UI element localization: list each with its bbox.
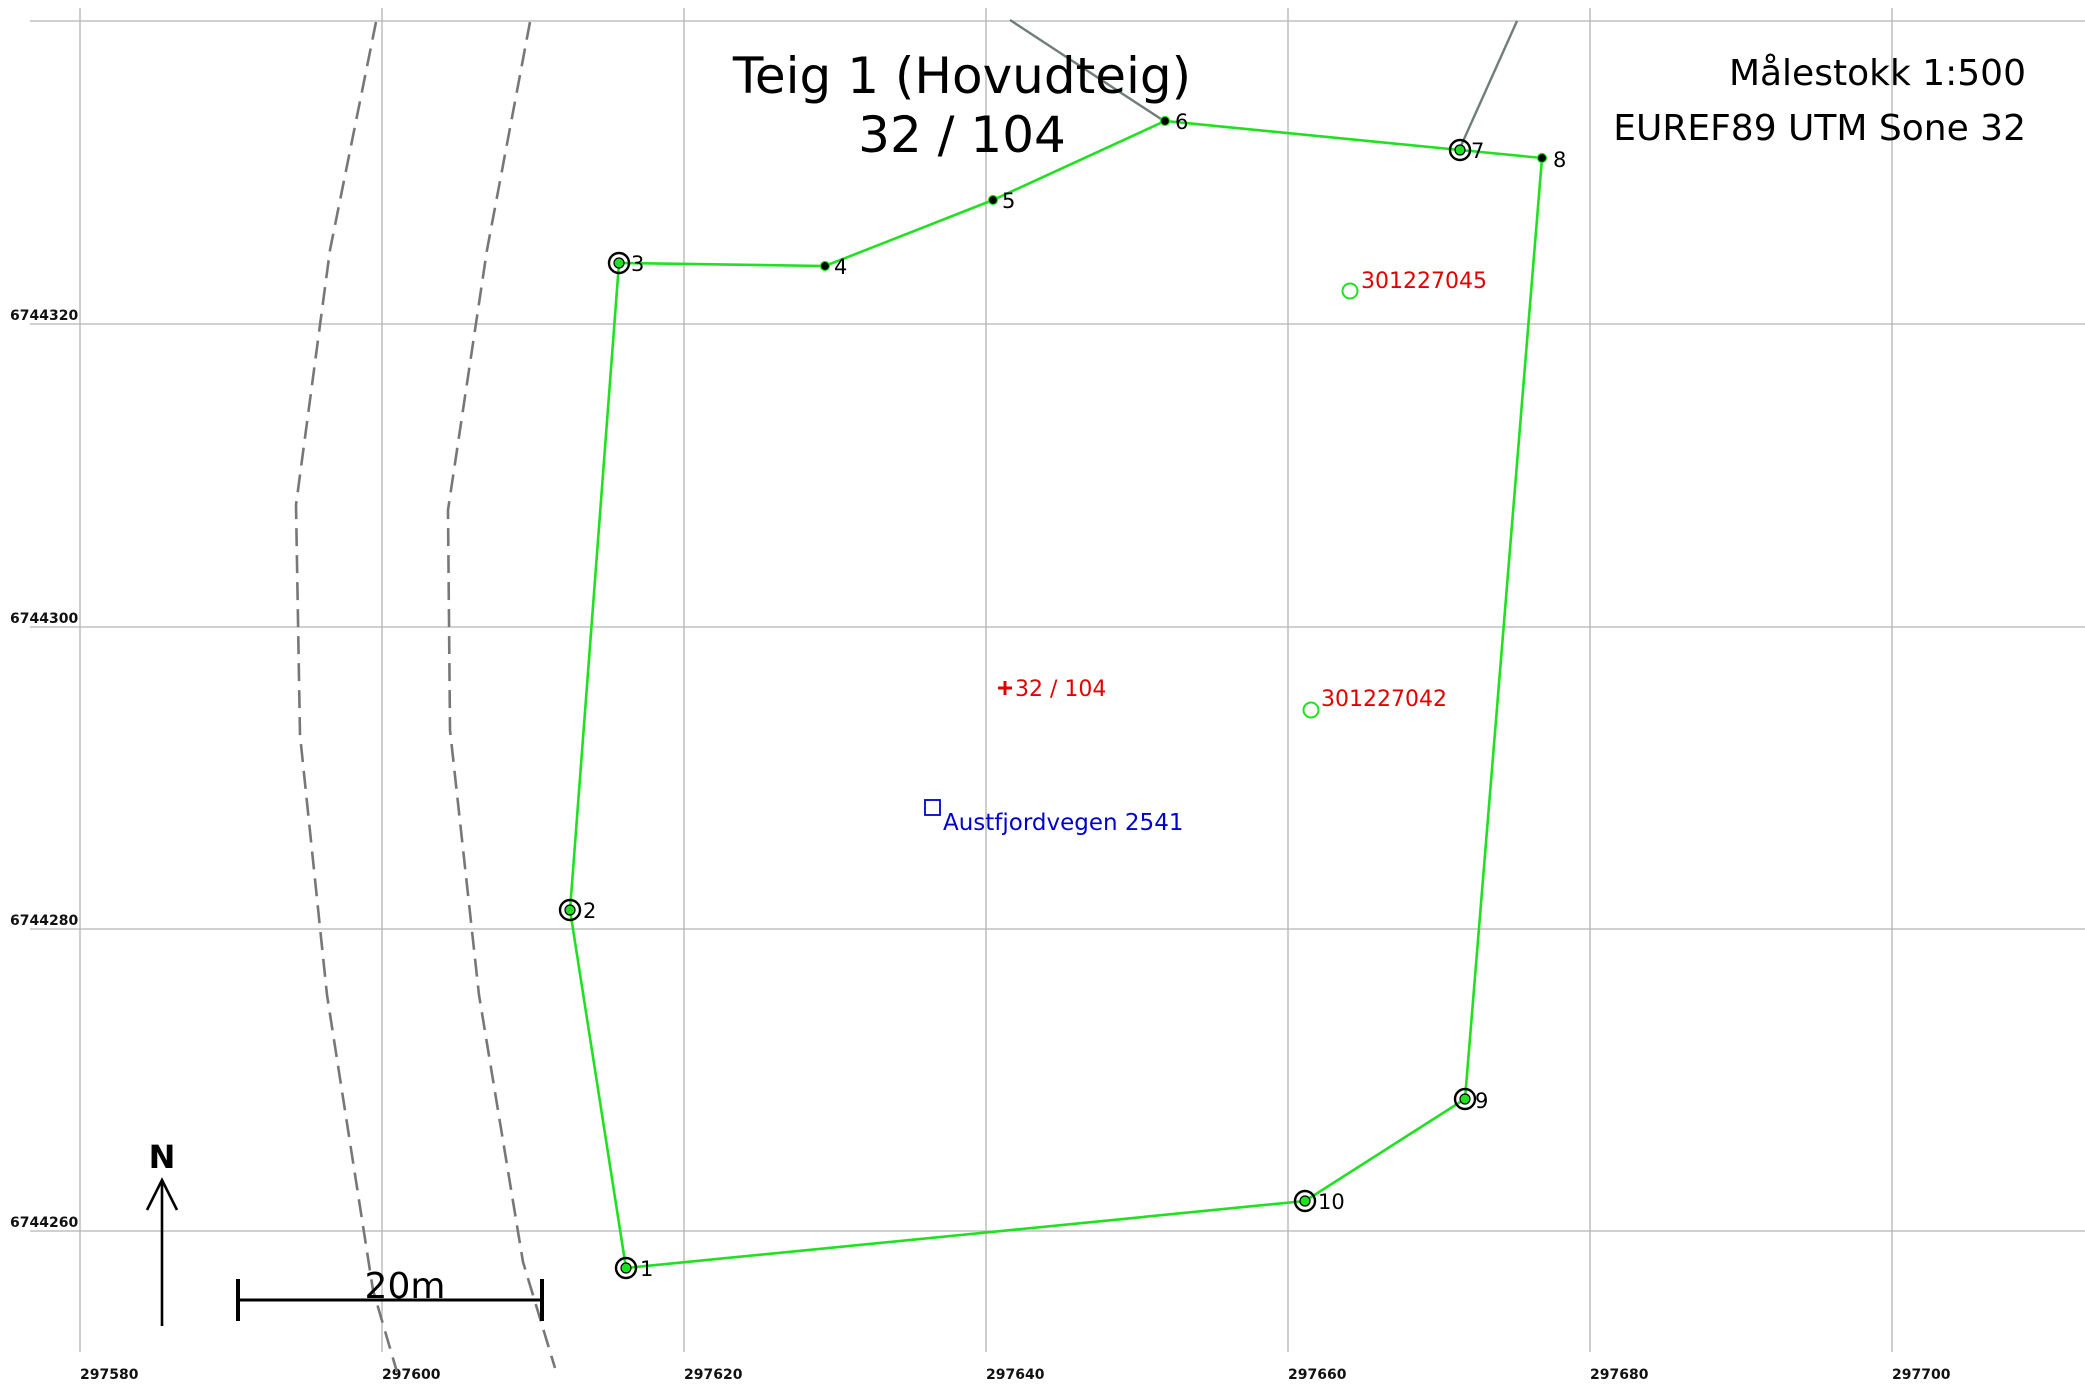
point-marker-icon xyxy=(987,194,999,206)
boundary-point-5: 5 xyxy=(987,189,1015,213)
point-marker-icon xyxy=(1459,1093,1471,1105)
x-label-297580: 297580 xyxy=(80,1367,139,1383)
north-arrow-icon xyxy=(145,1177,179,1326)
boundary-point-label: 10 xyxy=(1318,1190,1345,1214)
title-line-2: 32 / 104 xyxy=(858,106,1066,164)
road-edge-east xyxy=(446,21,557,1369)
x-label-297620: 297620 xyxy=(684,1367,743,1383)
building-point-icon xyxy=(1302,701,1320,719)
building-301227042: 301227042 xyxy=(1302,687,1447,719)
boundary-point-2: 2 xyxy=(558,898,596,923)
boundary-points: 1 2 3 4 5 6 xyxy=(558,110,1566,1281)
boundary-point-label: 1 xyxy=(640,1257,653,1281)
boundary-point-label: 9 xyxy=(1475,1089,1488,1113)
building-label: 301227045 xyxy=(1361,269,1487,294)
x-label-297600: 297600 xyxy=(382,1367,441,1383)
address-square-icon xyxy=(924,799,941,816)
y-axis-labels: 6744320 6744300 6744280 6744260 xyxy=(10,308,78,1231)
scale-ratio: Målestokk 1:500 xyxy=(1729,53,2026,94)
boundary-point-3: 3 xyxy=(607,251,644,276)
point-marker-icon xyxy=(620,1262,632,1274)
boundary-point-label: 4 xyxy=(834,255,847,279)
parcel-id-label: 32 / 104 xyxy=(1015,677,1106,702)
boundary-point-label: 2 xyxy=(583,899,596,923)
boundary-point-9: 9 xyxy=(1453,1087,1488,1113)
point-marker-icon xyxy=(564,904,576,916)
scale-bar-label: 20m xyxy=(365,1266,446,1307)
coordinate-system: EUREF89 UTM Sone 32 xyxy=(1613,108,2026,149)
point-marker-icon xyxy=(1536,152,1548,164)
x-label-297640: 297640 xyxy=(986,1367,1045,1383)
boundary-point-label: 5 xyxy=(1002,189,1015,213)
north-label: N xyxy=(149,1138,176,1176)
grid xyxy=(30,8,2085,1352)
point-marker-icon xyxy=(613,257,625,269)
north-arrow: N xyxy=(145,1138,179,1326)
boundary-point-10: 10 xyxy=(1293,1189,1345,1214)
monument-marker-icon xyxy=(1293,1189,1317,1213)
address-label: Austfjordvegen 2541 xyxy=(943,810,1183,836)
x-label-297700: 297700 xyxy=(1892,1367,1951,1383)
point-marker-icon xyxy=(1299,1195,1311,1207)
boundary-point-6: 6 xyxy=(1159,110,1188,134)
title-line-1: Teig 1 (Hovudteig) xyxy=(732,47,1191,105)
boundary-point-label: 7 xyxy=(1471,139,1484,163)
line-feature-north-east xyxy=(1458,20,1519,149)
point-marker-icon xyxy=(819,260,831,272)
map-title: Teig 1 (Hovudteig) 32 / 104 xyxy=(732,47,1191,164)
address: Austfjordvegen 2541 xyxy=(924,799,1183,836)
road-edge-west xyxy=(294,21,399,1373)
boundary-point-7: 7 xyxy=(1448,138,1484,163)
y-label-6744260: 6744260 xyxy=(10,1215,78,1231)
monument-marker-icon xyxy=(558,898,582,922)
boundary-point-8: 8 xyxy=(1536,148,1566,172)
boundary-point-4: 4 xyxy=(819,255,847,279)
point-marker-icon xyxy=(1454,144,1466,156)
parcel-id: 32 / 104 xyxy=(998,677,1106,702)
point-marker-icon xyxy=(1159,115,1171,127)
scale-bar: 20m xyxy=(236,1266,544,1321)
road xyxy=(294,21,557,1373)
line-feature-north-west xyxy=(1009,18,1165,123)
y-label-6744280: 6744280 xyxy=(10,913,78,929)
y-label-6744320: 6744320 xyxy=(10,308,78,324)
map-info: Målestokk 1:500 EUREF89 UTM Sone 32 xyxy=(1613,53,2026,149)
monument-marker-icon xyxy=(607,251,631,275)
boundary-point-1: 1 xyxy=(614,1256,653,1281)
monument-marker-icon xyxy=(1448,138,1472,162)
plus-icon xyxy=(998,681,1012,695)
boundary-point-label: 8 xyxy=(1553,148,1566,172)
building-301227045: 301227045 xyxy=(1341,269,1487,300)
line-features xyxy=(1009,18,1519,149)
monument-marker-icon xyxy=(614,1256,638,1280)
boundary-point-label: 6 xyxy=(1175,110,1188,134)
x-label-297680: 297680 xyxy=(1590,1367,1649,1383)
building-point-icon xyxy=(1341,282,1359,300)
x-label-297660: 297660 xyxy=(1288,1367,1347,1383)
building-label: 301227042 xyxy=(1321,687,1447,712)
boundary-point-label: 3 xyxy=(631,252,644,276)
y-label-6744300: 6744300 xyxy=(10,611,78,627)
x-axis-labels: 297580 297600 297620 297640 297660 29768… xyxy=(80,1367,1951,1383)
monument-marker-icon xyxy=(1453,1087,1477,1111)
